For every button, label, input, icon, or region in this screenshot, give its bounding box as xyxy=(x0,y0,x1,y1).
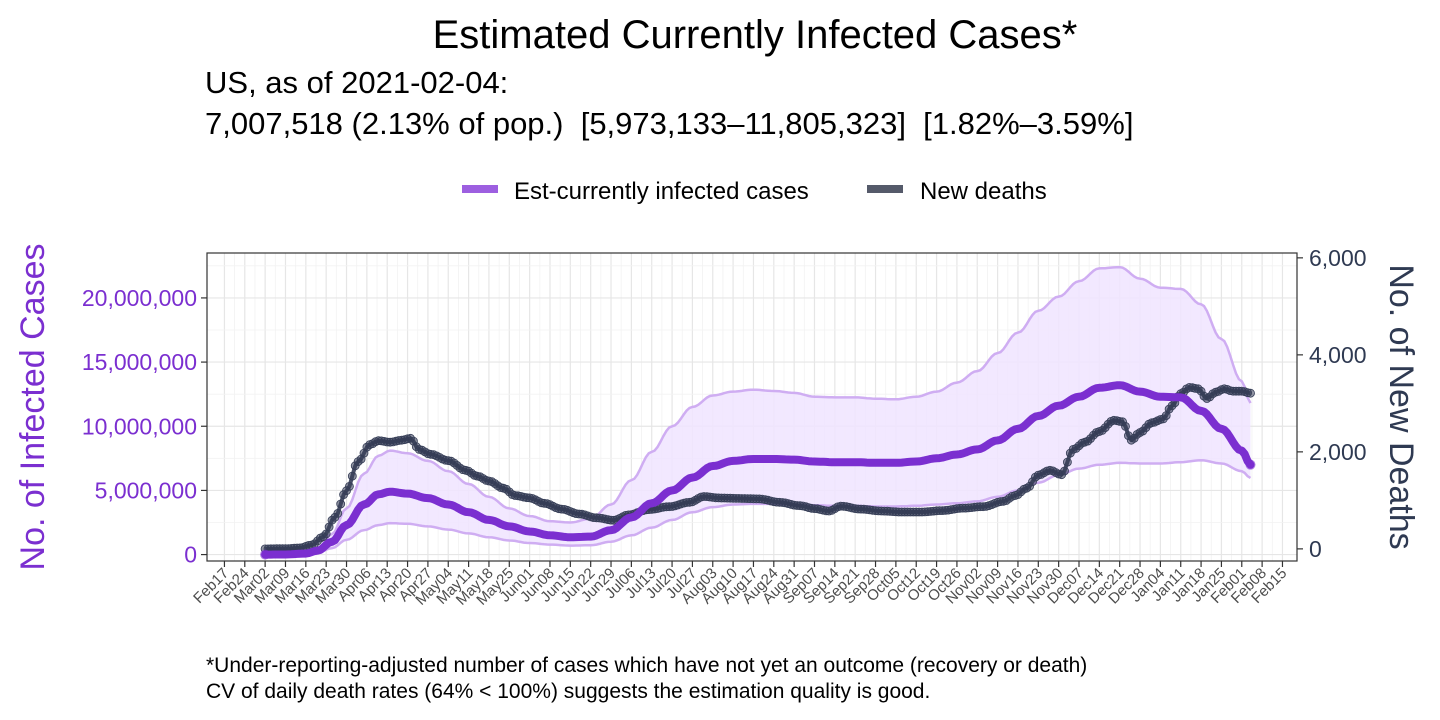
chart-subtitle-line-1: US, as of 2021-02-04: xyxy=(205,65,508,100)
y-left-tick-label: 5,000,000 xyxy=(95,477,197,503)
cases-start-point xyxy=(260,549,271,560)
y-axis-right: 0 2,000 4,000 6,000 xyxy=(1297,245,1367,562)
footnote-line-2: CV of daily death rates (64% < 100%) sug… xyxy=(206,680,930,703)
confidence-band-lower xyxy=(265,459,1252,556)
y-left-tick-label: 10,000,000 xyxy=(82,413,197,439)
y-axis-left: 0 5,000,000 10,000,000 15,000,000 20,000,000 xyxy=(82,285,207,568)
chart-subtitle-line-2: 7,007,518 (2.13% of pop.) [5,973,133–11,… xyxy=(205,106,1133,141)
y-left-tick-label: 0 xyxy=(184,542,197,568)
legend-swatch-deaths xyxy=(867,185,903,193)
cases-end-point xyxy=(1245,459,1256,470)
confidence-band xyxy=(265,265,1252,556)
legend: Est-currently infected cases New deaths xyxy=(462,178,1047,205)
chart-title: Estimated Currently Infected Cases* xyxy=(433,13,1078,57)
y-axis-left-label: No. of Infected Cases xyxy=(14,244,52,571)
y-left-tick-label: 15,000,000 xyxy=(82,349,197,375)
legend-label-deaths: New deaths xyxy=(920,178,1047,205)
y-right-tick-label: 4,000 xyxy=(1309,342,1367,368)
confidence-band-upper xyxy=(265,265,1252,556)
y-left-tick-label: 20,000,000 xyxy=(82,285,197,311)
plot-border xyxy=(206,252,1298,562)
new-deaths-point xyxy=(336,499,346,509)
new-deaths-point xyxy=(333,509,343,518)
y-right-tick-label: 6,000 xyxy=(1309,245,1367,271)
y-right-tick-label: 0 xyxy=(1309,536,1322,562)
new-deaths-point xyxy=(1121,421,1130,431)
new-deaths-point xyxy=(347,471,357,481)
confidence-band-area xyxy=(265,267,1251,555)
legend-swatch-cases xyxy=(462,185,498,193)
x-axis: Feb17Feb24Mar02Mar09Mar16Mar23Mar30Apr06… xyxy=(190,561,1290,609)
cases-line xyxy=(261,381,1255,559)
new-deaths-point xyxy=(1060,466,1069,476)
new-deaths-point xyxy=(1246,388,1255,398)
series-cases xyxy=(260,381,1256,560)
y-right-tick-label: 2,000 xyxy=(1309,439,1367,465)
y-axis-right-label: No. of New Deaths xyxy=(1382,264,1420,549)
legend-label-cases: Est-currently infected cases xyxy=(514,178,809,205)
new-deaths-point xyxy=(344,481,354,491)
new-deaths-point xyxy=(1063,457,1072,467)
footnote-line-1: *Under-reporting-adjusted number of case… xyxy=(206,654,1087,677)
